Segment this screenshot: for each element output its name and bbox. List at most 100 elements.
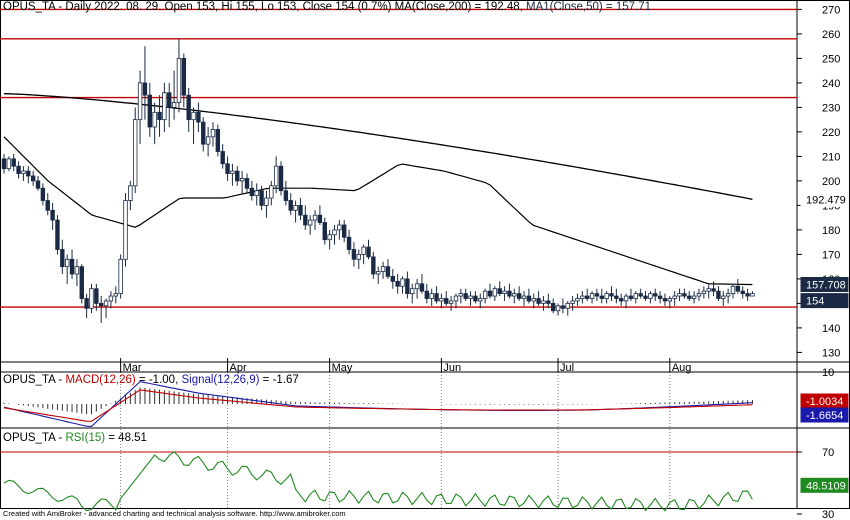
candle-body <box>307 219 313 226</box>
price-tick-label: 230 <box>822 102 840 114</box>
month-label: Jul <box>560 362 574 374</box>
candle-body <box>478 298 483 302</box>
close-badge-text: 154 <box>806 296 824 308</box>
signal-line <box>3 389 753 422</box>
candle-body <box>337 224 342 231</box>
candle-body <box>444 298 449 304</box>
rsi-header: OPUS_TA - RSI(15) = 48.51 <box>3 432 147 445</box>
candle-body <box>429 293 434 299</box>
candle-body <box>439 298 444 302</box>
candle-body <box>55 219 60 250</box>
candle-body <box>735 285 741 292</box>
month-label: Aug <box>672 362 692 374</box>
candle-body <box>672 295 677 299</box>
candle-body <box>507 290 512 297</box>
candle-body <box>244 178 250 189</box>
candle-body <box>395 280 400 287</box>
candle-body <box>147 94 152 128</box>
candle-body <box>99 302 104 307</box>
candle-body <box>730 285 736 294</box>
candle-body <box>667 298 673 302</box>
rsi-badge-box <box>800 477 849 493</box>
candle-body <box>26 170 31 177</box>
macd-header-symbol: OPUS_TA <box>3 374 56 386</box>
month-label: Jun <box>443 362 461 374</box>
candle-body <box>419 283 425 292</box>
candle-body <box>254 190 259 196</box>
candle-body <box>11 158 16 167</box>
candle-body <box>327 234 332 241</box>
candle-body <box>575 298 580 302</box>
candle-body <box>89 288 94 309</box>
candle-body <box>176 58 182 103</box>
ma50-line <box>3 136 753 286</box>
candle-body <box>633 293 638 299</box>
candle-body <box>162 92 167 121</box>
signal-badge-box <box>800 407 849 423</box>
ma200-badge-box <box>800 191 849 207</box>
candle-body <box>157 111 162 121</box>
rsi-header-sep: - <box>55 432 66 444</box>
candle-body <box>371 256 376 275</box>
rsi-tick-label: 70 <box>822 447 834 459</box>
candle-body <box>555 305 561 312</box>
macd-label: MACD(12,26) <box>65 374 136 386</box>
candle-body <box>502 290 507 294</box>
header-symbol: OPUS_TA <box>3 1 56 13</box>
candle-body <box>230 170 235 174</box>
candle-body <box>536 298 541 304</box>
signal-badge-text: -1.6654 <box>806 410 843 422</box>
candle-body <box>293 204 298 211</box>
candle-body <box>594 293 600 297</box>
candle-body <box>6 158 12 170</box>
candle-body <box>682 293 687 297</box>
candle-body <box>424 290 430 299</box>
candle-body <box>269 185 274 199</box>
candle-body <box>614 295 619 299</box>
candle-body <box>205 136 211 145</box>
macd-tick-label: 10 <box>822 367 834 379</box>
candle-body <box>414 283 420 290</box>
candle-body <box>585 295 590 299</box>
rsi-line <box>3 450 753 512</box>
candle-body <box>94 288 99 304</box>
candle-body <box>113 293 118 297</box>
candle-body <box>691 295 697 299</box>
candle-body <box>264 197 269 206</box>
candle-body <box>541 300 546 304</box>
signal-label: Signal(12,26,9) <box>181 374 260 386</box>
footer-credit: Created with AmiBroker - advanced charti… <box>3 509 346 518</box>
candle-body <box>434 293 439 302</box>
candle-body <box>619 298 624 302</box>
candle-body <box>604 293 609 299</box>
candle-body <box>473 295 478 302</box>
candle-body <box>662 298 668 302</box>
candle-body <box>390 276 395 282</box>
candle-body <box>468 295 473 299</box>
candle-body <box>628 295 634 299</box>
candle-body <box>322 222 327 241</box>
candle-body <box>278 165 284 192</box>
candle-body <box>103 300 109 307</box>
candle-body <box>317 214 323 223</box>
candle-body <box>609 293 614 297</box>
price-tick-label: 140 <box>822 323 840 335</box>
candle-body <box>351 249 357 260</box>
price-tick-label: 170 <box>822 249 840 261</box>
candle-body <box>332 229 337 236</box>
candle-body <box>482 290 488 299</box>
candle-body <box>356 253 361 260</box>
candle-body <box>376 271 381 275</box>
close-badge-box <box>800 293 849 309</box>
candle-body <box>186 94 191 121</box>
price-tick-label: 240 <box>822 78 840 90</box>
candle-body <box>210 129 216 138</box>
candle-body <box>273 165 279 187</box>
ma50-badge-text: 157.708 <box>806 280 846 292</box>
candle-body <box>492 288 498 297</box>
candle-body <box>526 295 532 302</box>
candle-body <box>21 170 26 174</box>
candle-body <box>196 111 201 123</box>
candle-body <box>298 204 303 216</box>
price-tick-label: 180 <box>822 225 840 237</box>
